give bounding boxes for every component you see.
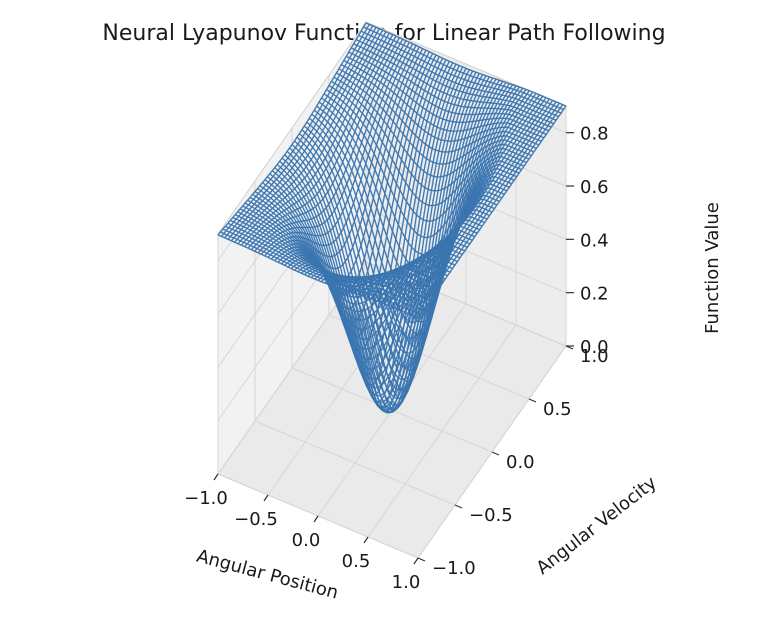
surface-line [227, 26, 377, 240]
surface-line [220, 24, 370, 237]
grid-line [217, 154, 567, 368]
surface-wireframe [217, 22, 567, 414]
surface-line [404, 99, 554, 313]
surface-line [407, 101, 557, 315]
surface-line [274, 48, 424, 283]
x-tick-label: 1.0 [392, 572, 421, 593]
surface-line [260, 41, 410, 255]
y-axis-label: Angular Velocity [532, 472, 661, 579]
axis-ticks: −1.0−0.50.00.51.0−1.0−0.50.00.51.00.00.2… [184, 124, 609, 593]
x-tick-label: −1.0 [184, 488, 228, 509]
surface-line [267, 45, 417, 258]
surface-line [247, 35, 397, 249]
surface-line [367, 85, 517, 299]
surface-line [284, 53, 434, 324]
surface-line [277, 49, 427, 296]
surface-line [244, 34, 394, 248]
surface-line [240, 32, 390, 246]
surface-line [380, 90, 530, 304]
y-tick-label: 0.5 [543, 399, 572, 420]
z-tick-label: 0.0 [580, 337, 609, 358]
surface-line [287, 54, 437, 338]
z-tick-label: 0.4 [580, 230, 609, 251]
surface-line [257, 40, 407, 254]
z-axis-label: Function Value [702, 202, 723, 334]
surface-line [400, 98, 550, 312]
surface-line [254, 38, 404, 252]
y-tick-mark [528, 398, 537, 403]
surface-line [334, 74, 484, 392]
x-tick-mark [313, 515, 319, 523]
x-tick-label: 0.0 [292, 530, 321, 551]
x-tick-label: −0.5 [234, 509, 278, 530]
surface-line [224, 25, 374, 239]
surface-line [410, 102, 560, 316]
x-tick-mark [413, 557, 419, 565]
x-tick-mark [363, 536, 369, 544]
surface-line [364, 84, 514, 298]
y-tick-label: 1.0 [580, 346, 609, 367]
surface-line [310, 65, 460, 409]
surface-line [264, 43, 414, 257]
surface-line [397, 97, 547, 311]
surface-line [317, 68, 467, 414]
surface-line [414, 104, 564, 317]
y-tick-label: 0.0 [506, 452, 535, 473]
surface-line [250, 37, 400, 251]
surface-line [394, 95, 544, 309]
surface-line [324, 70, 474, 411]
y-tick-mark [454, 504, 463, 509]
z-tick-label: 0.8 [580, 124, 609, 145]
y-tick-mark [417, 557, 426, 562]
x-tick-label: 0.5 [342, 551, 371, 572]
surface-line [230, 28, 380, 242]
y-tick-label: −0.5 [469, 505, 513, 526]
x-tick-mark [213, 473, 219, 481]
y-tick-mark [491, 451, 500, 456]
z-tick-label: 0.6 [580, 177, 609, 198]
y-tick-label: −1.0 [432, 558, 476, 579]
x-axis-label: Angular Position [194, 546, 340, 604]
surface-line [417, 105, 567, 319]
surface-line [234, 29, 384, 243]
surface-line [270, 46, 420, 270]
x-tick-mark [263, 494, 269, 502]
surface-line [237, 31, 387, 245]
z-tick-label: 0.2 [580, 284, 609, 305]
surface-line [314, 66, 464, 413]
surface-line [217, 22, 367, 236]
surface-line [370, 86, 520, 300]
